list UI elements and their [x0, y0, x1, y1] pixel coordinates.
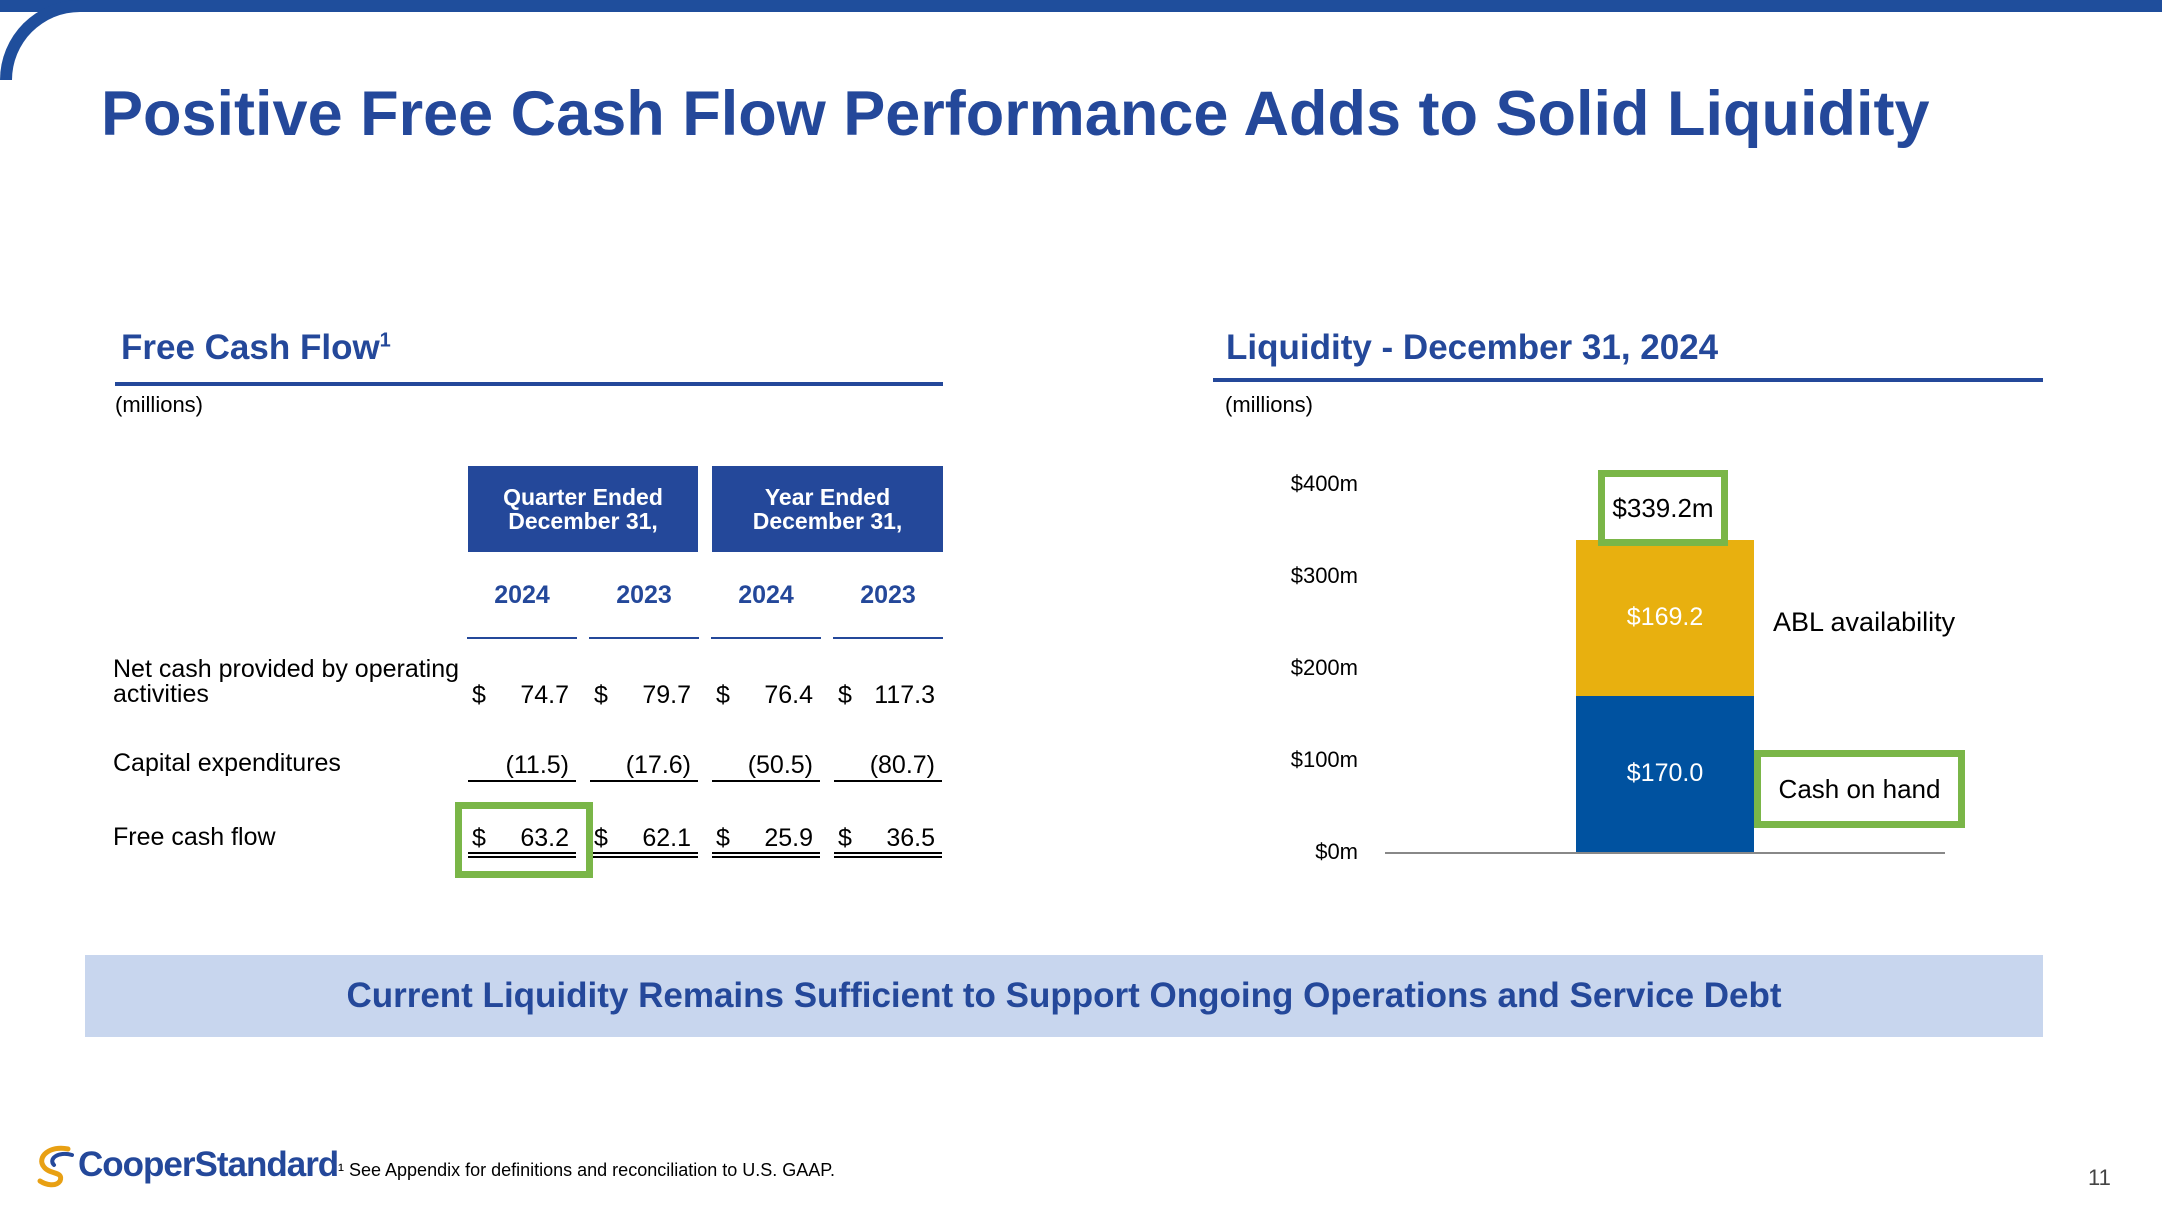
header-quarter-ended: Quarter Ended December 31,: [468, 466, 698, 552]
row-label-operating: Net cash provided by operating activitie…: [113, 655, 460, 708]
fcf-heading: Free Cash Flow1: [121, 328, 391, 367]
year-underline: [711, 637, 821, 639]
table-cell: $25.9: [716, 824, 813, 852]
company-logo: CooperStandard: [34, 1140, 339, 1190]
key-message-banner: Current Liquidity Remains Sufficient to …: [85, 955, 2043, 1037]
bar-data-label: $169.2: [1626, 603, 1704, 632]
liquidity-units: (millions): [1225, 392, 1313, 417]
y-tick-label: $300m: [1290, 563, 1358, 588]
footnote: ¹ See Appendix for definitions and recon…: [338, 1160, 835, 1180]
page-number: 11: [2088, 1165, 2111, 1190]
table-cell: $79.7: [594, 681, 691, 709]
abl-availability-label: ABL availability: [1773, 607, 1956, 637]
subtotal-underline: [712, 780, 820, 782]
header-year-ended: Year Ended December 31,: [712, 466, 943, 552]
table-cell: (11.5): [505, 751, 569, 779]
logo-swoosh-icon: [37, 1145, 74, 1188]
table-cell: $74.7: [472, 681, 569, 709]
total-liquidity-callout: $339.2m: [1598, 470, 1728, 546]
table-cell: $36.5: [838, 824, 935, 852]
top-accent-bar: [0, 0, 2162, 12]
total-double-underline: [468, 852, 576, 858]
total-double-underline: [590, 852, 698, 858]
slide-title: Positive Free Cash Flow Performance Adds…: [101, 79, 1930, 149]
row-label-fcf: Free cash flow: [113, 823, 276, 851]
y-tick-label: $100m: [1290, 747, 1358, 772]
year-q-2024: 2024: [494, 581, 550, 609]
y-tick-label: $200m: [1290, 655, 1358, 680]
year-q-2023: 2023: [616, 581, 672, 609]
table-cell: (17.6): [625, 751, 691, 779]
y-tick-label: $400m: [1290, 471, 1358, 496]
total-double-underline: [712, 852, 820, 858]
year-y-2023: 2023: [860, 581, 916, 609]
table-cell: (80.7): [869, 751, 935, 779]
table-cell: $117.3: [838, 681, 935, 709]
table-cell: (50.5): [747, 751, 813, 779]
fcf-units: (millions): [115, 392, 203, 417]
liquidity-heading-rule: [1213, 378, 2043, 382]
year-underline: [467, 637, 577, 639]
x-axis-line: [1385, 852, 1945, 854]
year-underline: [589, 637, 699, 639]
year-underline: [833, 637, 943, 639]
fcf-highlight-box: [455, 802, 593, 878]
row-label-capex: Capital expenditures: [113, 749, 341, 777]
table-cell: $62.1: [594, 824, 691, 852]
bar-segment: $169.2: [1576, 539, 1754, 696]
y-tick-label: $0m: [1315, 839, 1358, 864]
table-cell: $76.4: [716, 681, 813, 709]
subtotal-underline: [834, 780, 942, 782]
total-double-underline: [834, 852, 942, 858]
table-cell: $63.2: [472, 824, 569, 852]
top-accent-curve: [0, 0, 80, 80]
liquidity-heading: Liquidity - December 31, 2024: [1226, 328, 1719, 367]
subtotal-underline: [468, 780, 576, 782]
cash-on-hand-callout: Cash on hand: [1754, 750, 1965, 828]
logo-wordmark: CooperStandard: [78, 1145, 339, 1184]
bar-data-label: $170.0: [1626, 759, 1704, 788]
bar-segment: $170.0: [1576, 695, 1754, 852]
year-y-2024: 2024: [738, 581, 794, 609]
subtotal-underline: [590, 780, 698, 782]
fcf-heading-rule: [115, 382, 943, 386]
